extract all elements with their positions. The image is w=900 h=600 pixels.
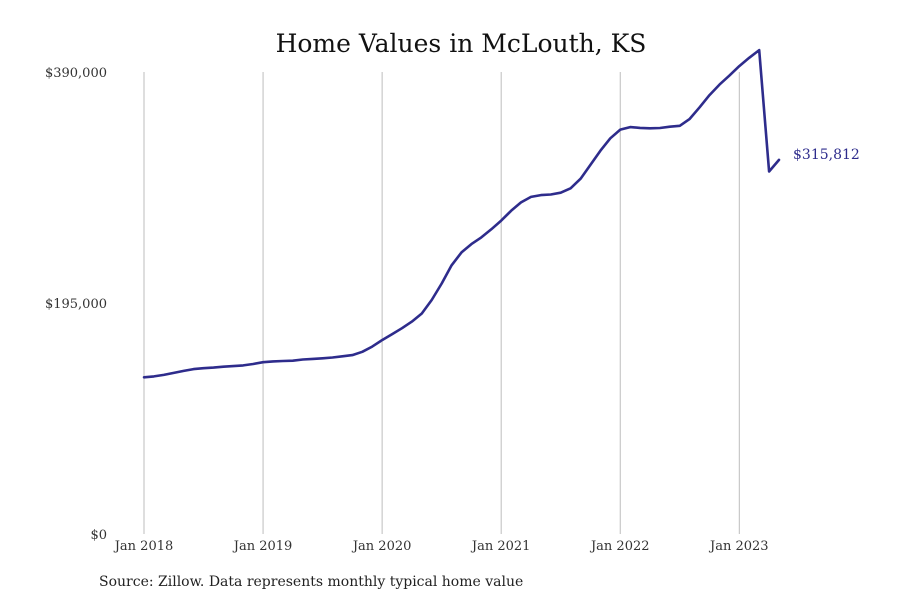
chart-title: Home Values in McLouth, KS xyxy=(276,29,647,58)
x-axis-ticks: Jan 2018 Jan 2019 Jan 2020 Jan 2021 Jan 2022… xyxy=(113,539,769,554)
y-tick-label: $0 xyxy=(90,528,107,543)
vertical-grid xyxy=(143,72,740,534)
end-value-label: $315,812 xyxy=(793,147,860,163)
x-tick-label: Jan 2018 xyxy=(113,539,174,554)
x-tick-label: Jan 2022 xyxy=(589,539,650,554)
series-line-home-value xyxy=(142,48,781,379)
x-tick-label: Jan 2020 xyxy=(351,539,412,554)
y-tick-label: $195,000 xyxy=(45,297,107,312)
x-tick-label: Jan 2021 xyxy=(470,539,531,554)
y-tick-label: $390,000 xyxy=(45,66,107,81)
y-axis-ticks: $0 $195,000 $390,000 xyxy=(45,66,107,543)
x-tick-label: Jan 2023 xyxy=(708,539,769,554)
x-tick-label: Jan 2019 xyxy=(232,539,293,554)
source-note: Source: Zillow. Data represents monthly … xyxy=(99,574,523,590)
